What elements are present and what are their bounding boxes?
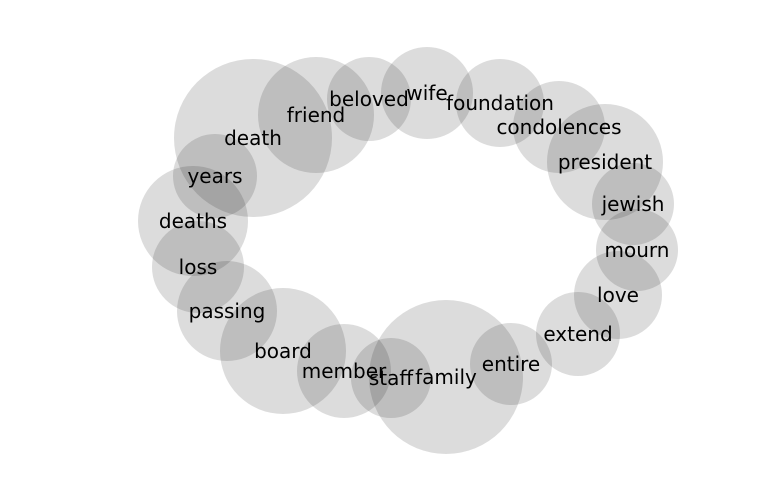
word-label-entire: entire [482,352,540,376]
bubble-years [173,134,257,218]
word-label-beloved: beloved [329,87,409,111]
word-label-years: years [187,164,242,188]
word-label-loss: loss [179,255,218,279]
word-label-jewish: jewish [601,192,665,216]
bubble-wife [381,47,473,139]
word-label-deaths: deaths [159,209,227,233]
word-label-condolences: condolences [496,115,621,139]
bubble-family [369,300,523,454]
word-label-foundation: foundation [446,91,554,115]
word-label-family: family [415,365,477,389]
word-label-board: board [254,339,312,363]
labels-layer: deathfriendbelovedwifefoundationcondolen… [159,81,670,390]
word-label-death: death [224,126,282,150]
word-label-love: love [597,283,639,307]
word-label-staff: staff [369,366,415,390]
bubble-extend [536,292,620,376]
word-label-president: president [558,150,652,174]
word-label-wife: wife [406,81,447,105]
word-label-member: member [302,359,387,383]
word-label-extend: extend [543,322,612,346]
word-label-friend: friend [287,103,346,127]
word-label-passing: passing [189,299,266,323]
bubbles-layer [138,47,678,454]
word-label-mourn: mourn [605,238,670,262]
